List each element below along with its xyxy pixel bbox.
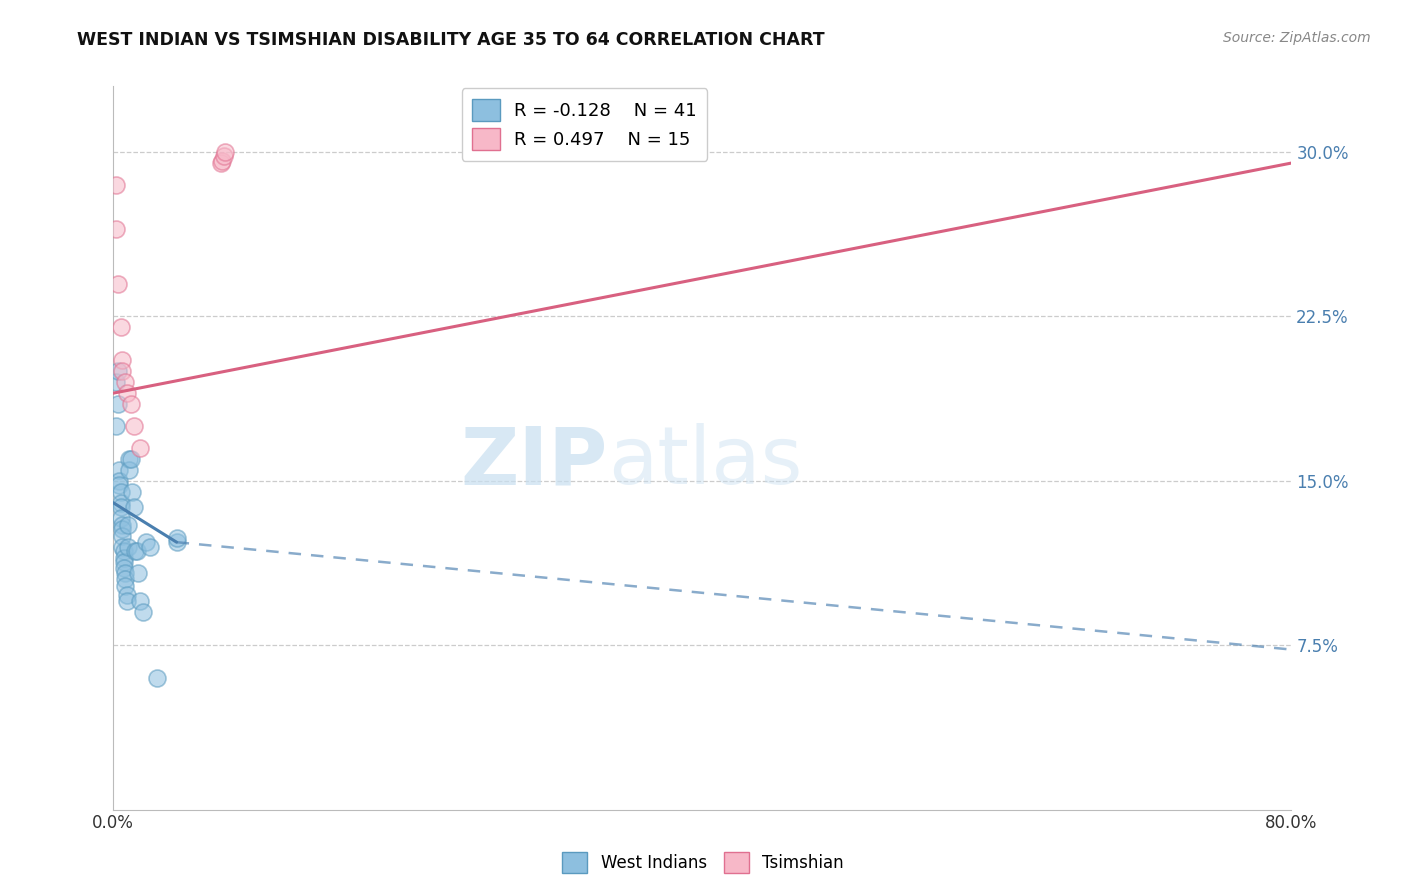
Point xyxy=(118,451,141,466)
Text: WEST INDIAN VS TSIMSHIAN DISABILITY AGE 35 TO 64 CORRELATION CHART: WEST INDIAN VS TSIMSHIAN DISABILITY AGE … xyxy=(77,31,825,49)
Point xyxy=(212,149,235,163)
Point xyxy=(127,566,149,580)
Point xyxy=(117,517,139,532)
Point xyxy=(128,594,150,608)
Point xyxy=(111,522,134,536)
Point xyxy=(132,605,155,619)
Point xyxy=(120,451,142,466)
Point xyxy=(107,277,129,291)
Point xyxy=(115,588,138,602)
Point xyxy=(117,540,139,554)
Text: ZIP: ZIP xyxy=(461,424,607,501)
Point xyxy=(166,531,188,545)
Point xyxy=(139,540,162,554)
Point xyxy=(121,484,143,499)
Legend: R = -0.128    N = 41, R = 0.497    N = 15: R = -0.128 N = 41, R = 0.497 N = 15 xyxy=(461,88,707,161)
Point xyxy=(112,550,135,565)
Point xyxy=(111,528,134,542)
Point xyxy=(105,178,128,192)
Text: Source: ZipAtlas.com: Source: ZipAtlas.com xyxy=(1223,31,1371,45)
Point xyxy=(120,397,142,411)
Point xyxy=(110,511,132,525)
Point xyxy=(124,544,146,558)
Point xyxy=(110,496,132,510)
Point xyxy=(211,153,233,168)
Point xyxy=(122,419,145,434)
Point xyxy=(125,544,148,558)
Point xyxy=(105,222,128,236)
Point xyxy=(118,463,141,477)
Point xyxy=(108,478,131,492)
Point xyxy=(112,544,135,558)
Point xyxy=(114,566,136,580)
Point xyxy=(115,386,138,401)
Point xyxy=(114,579,136,593)
Point xyxy=(166,535,188,549)
Point xyxy=(115,594,138,608)
Point xyxy=(111,517,134,532)
Text: atlas: atlas xyxy=(607,424,803,501)
Point xyxy=(111,364,134,378)
Point xyxy=(128,441,150,455)
Point xyxy=(146,671,169,685)
Point xyxy=(110,320,132,334)
Point xyxy=(122,500,145,515)
Point xyxy=(107,364,129,378)
Legend: West Indians, Tsimshian: West Indians, Tsimshian xyxy=(555,846,851,880)
Point xyxy=(214,145,236,160)
Point xyxy=(114,573,136,587)
Point xyxy=(112,555,135,569)
Point xyxy=(110,500,132,515)
Point xyxy=(105,419,128,434)
Point xyxy=(209,156,232,170)
Point xyxy=(108,463,131,477)
Point xyxy=(111,540,134,554)
Point xyxy=(110,484,132,499)
Point xyxy=(105,375,128,389)
Point xyxy=(112,561,135,575)
Point xyxy=(108,474,131,488)
Point xyxy=(135,535,157,549)
Point xyxy=(107,397,129,411)
Point xyxy=(114,375,136,389)
Point xyxy=(111,353,134,368)
